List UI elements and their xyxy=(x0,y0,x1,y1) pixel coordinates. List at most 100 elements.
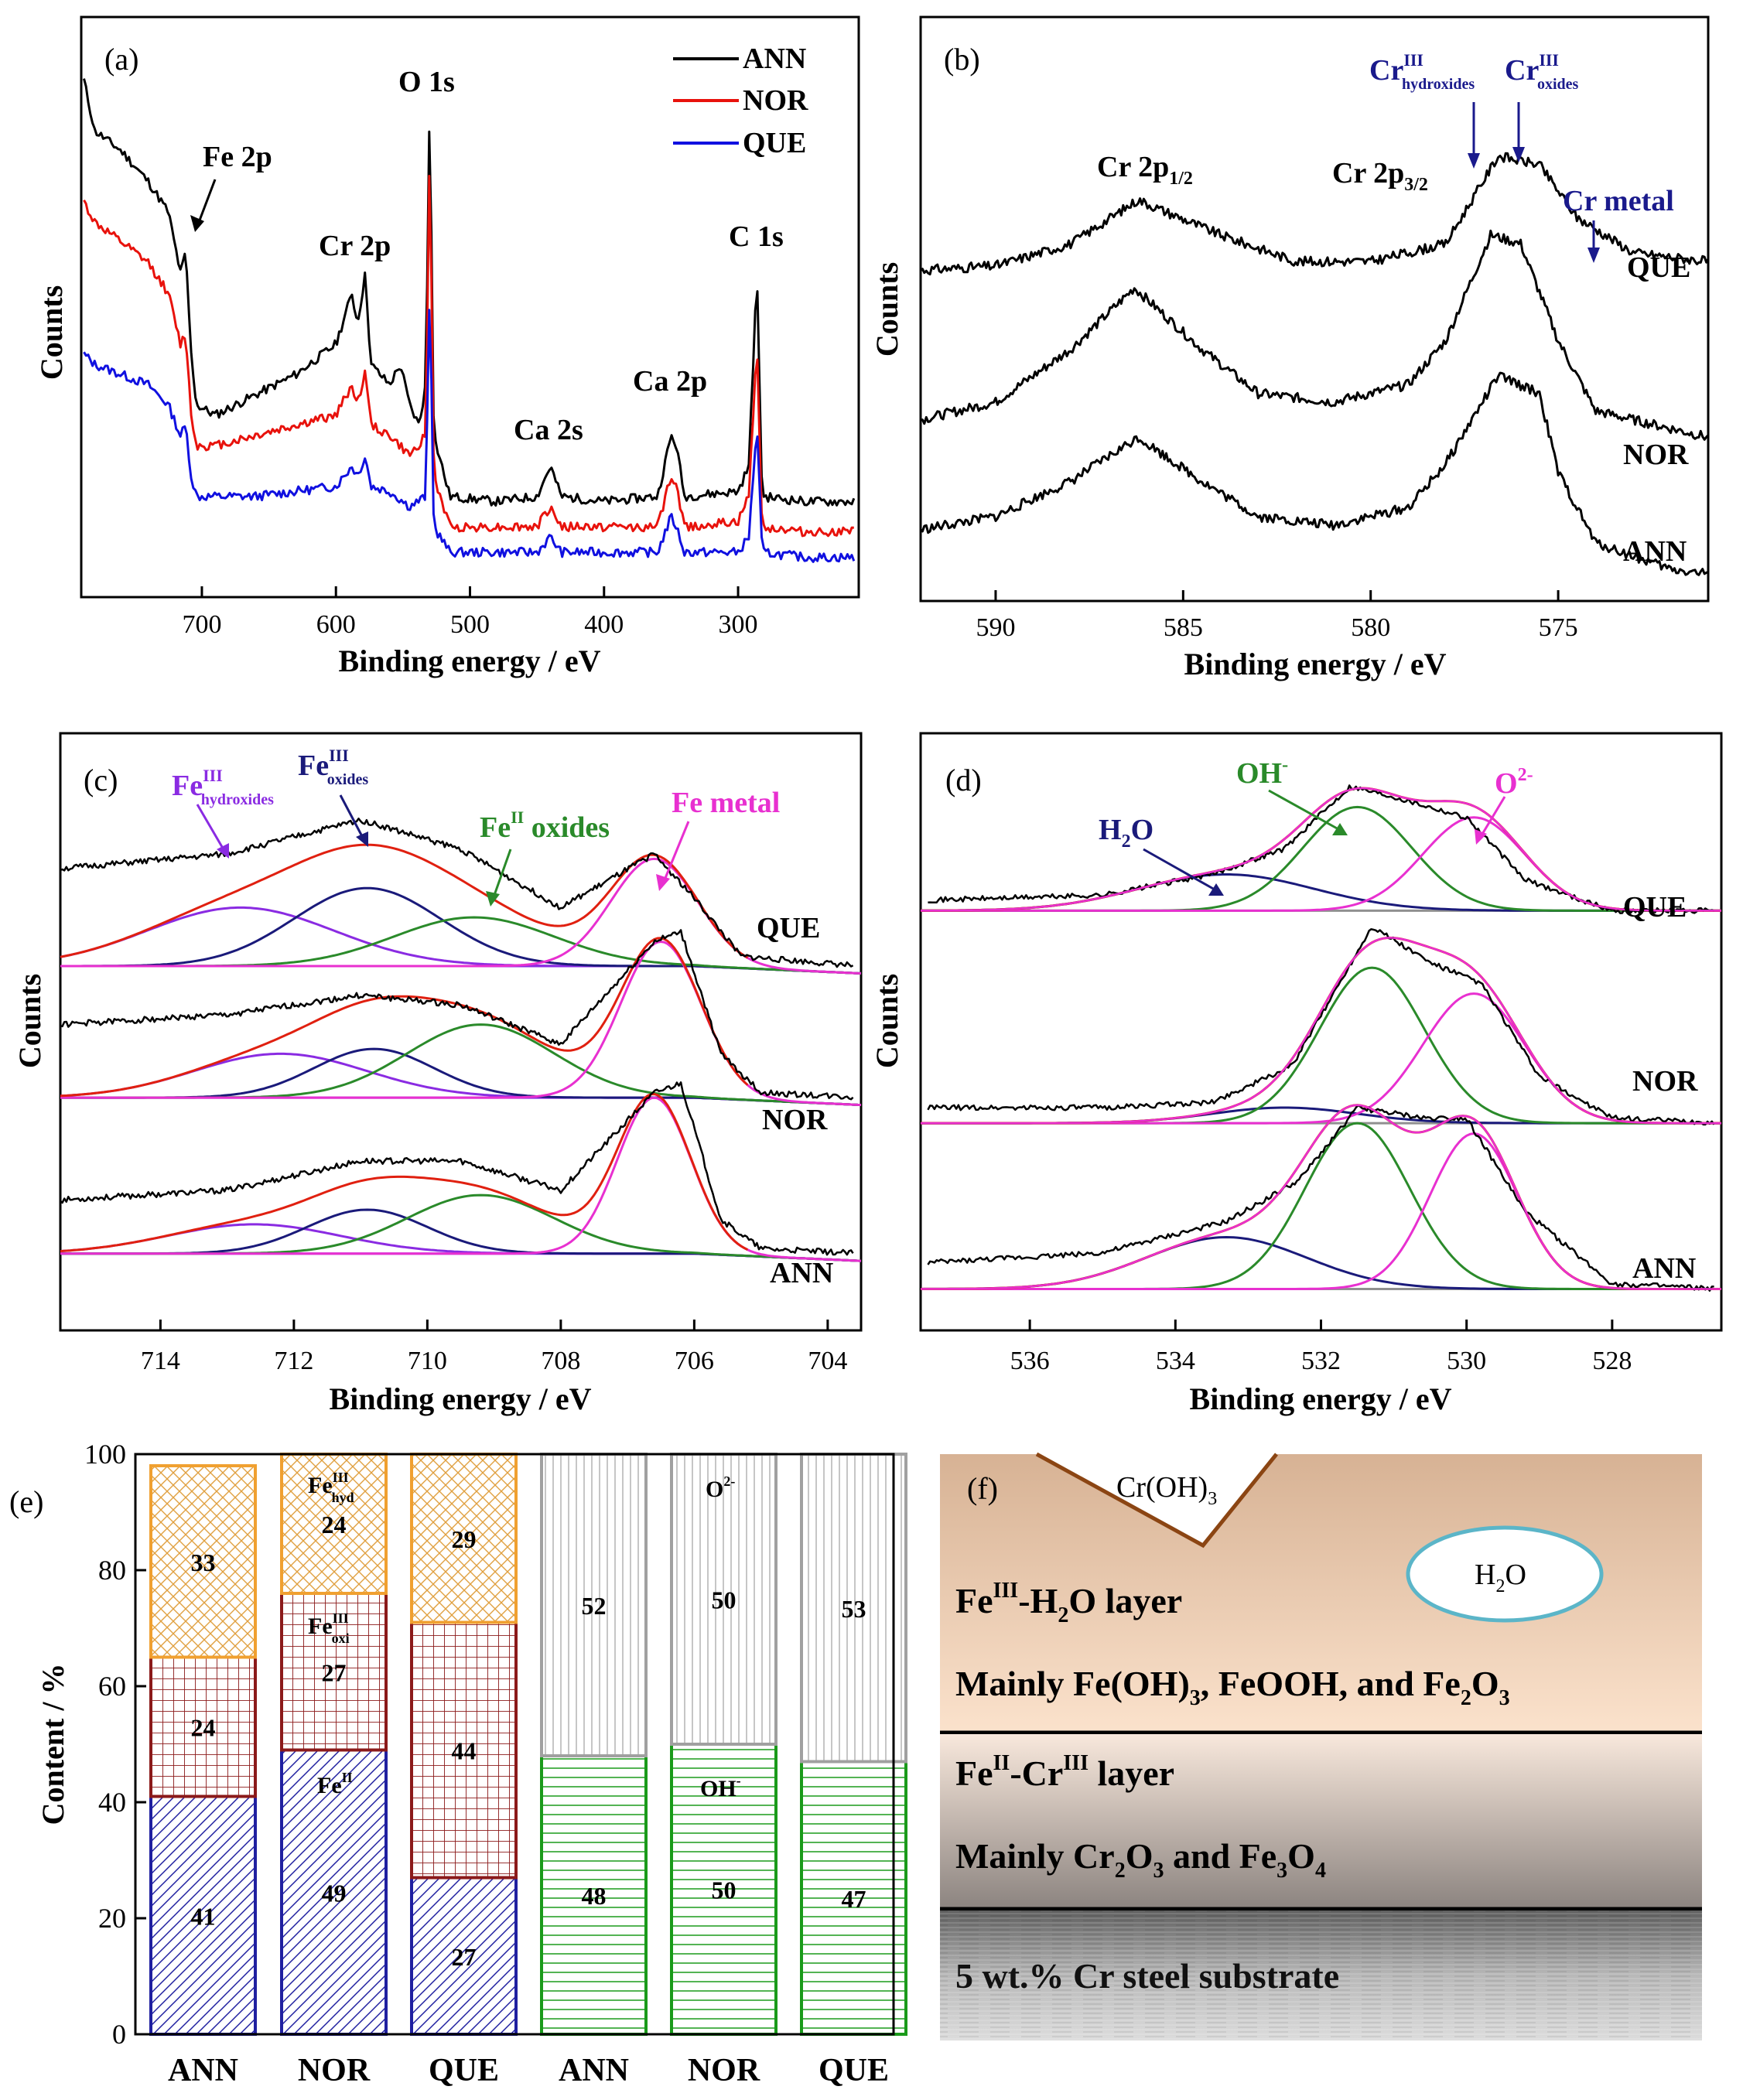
envelope-d-magenta-ann xyxy=(920,1104,1721,1290)
panel-a-frame xyxy=(80,15,860,599)
bar-segment xyxy=(149,1794,257,2036)
arrow-fe3-hyd xyxy=(196,804,226,852)
bar-label-fe3-hyd: FeIII hyd xyxy=(308,1470,354,1505)
cr-oh-notch xyxy=(1037,1454,1276,1545)
bar-segment xyxy=(149,1655,257,1798)
bar-value-label: 52 xyxy=(582,1592,607,1620)
h2o-label: H2O xyxy=(1475,1559,1526,1596)
panel-c-xlabel: Binding energy / eV xyxy=(330,1381,592,1416)
panel-d-x-tick-label: 528 xyxy=(1592,1347,1632,1375)
envelope-d-magenta-nor xyxy=(921,937,1721,1125)
cr-oh3-label: Cr(OH)3 xyxy=(1116,1471,1217,1509)
raw-c-nor xyxy=(60,929,854,1101)
peak-fe3-hydroxides: FeIII hydroxides xyxy=(172,766,274,808)
legend-ann: ANN xyxy=(743,43,806,75)
peak-fe-metal: Fe metal xyxy=(672,787,780,819)
bar-segment xyxy=(800,1760,907,2036)
bar-value-label: 33 xyxy=(191,1549,216,1576)
panel-a-x-tick-label: 600 xyxy=(316,610,356,639)
curve-label-que-d: QUE xyxy=(1623,891,1687,924)
bar-value-label: 48 xyxy=(582,1882,607,1910)
bar-category-label: ANN xyxy=(168,2053,238,2088)
legend-nor: NOR xyxy=(743,84,808,117)
bar-segment xyxy=(410,1620,518,1880)
curve-label-que-c: QUE xyxy=(757,912,820,944)
annotation-ca2p: Ca 2p xyxy=(633,365,707,398)
arrow-fe2 xyxy=(492,849,512,898)
panel-a: 700 600 500 400 300 (a) Binding energy / eV … xyxy=(34,15,860,678)
bar-segment xyxy=(410,1876,518,2036)
panel-e-label: (e) xyxy=(9,1484,43,1519)
peak-cr-oxides: CrIII oxides xyxy=(1505,50,1579,93)
panel-e-y-tick-label: 80 xyxy=(98,1555,126,1586)
panel-e-ylabel: Content / % xyxy=(36,1664,70,1825)
arrow-fe2-head xyxy=(486,891,500,907)
panel-d-ylabel: Counts xyxy=(870,974,904,1068)
annotation-fe2p: Fe 2p xyxy=(203,141,272,173)
envelope-d-magenta-que xyxy=(921,787,1721,912)
cr-oh-line xyxy=(1035,1452,1278,1549)
h2o-bubble xyxy=(1406,1525,1604,1623)
bar-segment xyxy=(280,1592,388,1752)
panel-a-ylabel: Counts xyxy=(34,285,69,380)
bar-value-label: 27 xyxy=(452,1943,477,1971)
panel-b-ylabel: Counts xyxy=(870,262,904,357)
arrow-h2o-head xyxy=(1208,883,1224,896)
panel-d-frame xyxy=(919,732,1723,1332)
annotation-ca2s: Ca 2s xyxy=(514,414,583,446)
peak-cr2p12: Cr 2p1/2 xyxy=(1097,151,1193,189)
panel-b: 590 585 580 575 (b) Binding energy / eV Cou… xyxy=(870,15,1710,681)
peak-fe3-oxides: FeIII oxides xyxy=(298,746,368,788)
bar-category-label: QUE xyxy=(429,2053,499,2088)
arrow-fe3-oxi-head xyxy=(356,831,368,847)
arrow-cr-metal-head xyxy=(1587,248,1600,263)
raw-c-ann xyxy=(60,1081,854,1256)
panel-c-label: (c) xyxy=(84,763,118,797)
curve-label-nor-b: NOR xyxy=(1623,439,1689,471)
panel-c-x-tick-label: 710 xyxy=(408,1347,447,1375)
peak-oh: OH- xyxy=(1236,755,1288,790)
bar-category-label: NOR xyxy=(298,2053,371,2088)
arrow-fe3-oxi xyxy=(339,794,365,840)
layer3-substrate: 5 wt.% Cr steel substrate xyxy=(955,1956,1339,1996)
peak-fe2-oxides: FeII oxides xyxy=(480,808,610,844)
panel-d-x-tick-label: 530 xyxy=(1447,1347,1486,1375)
panel-a-legend: ANN NOR QUE xyxy=(673,43,808,159)
panel-c-frame xyxy=(59,732,863,1332)
panel-e-y-tick-label: 100 xyxy=(84,1439,126,1470)
bar-value-label: 29 xyxy=(452,1525,477,1553)
arrow-fe2p-head xyxy=(190,215,204,232)
panel-b-x-tick-label: 585 xyxy=(1164,613,1203,642)
panel-e-y-tick-label: 0 xyxy=(112,2019,126,2050)
panel-a-x-tick-label: 400 xyxy=(584,610,624,639)
panel-f-label: (f) xyxy=(967,1471,998,1506)
bar-segment xyxy=(410,1453,518,1624)
arrow-fe3-hyd-head xyxy=(217,843,229,859)
arrow-cr-hydroxides-head xyxy=(1468,153,1480,169)
panel-d-x-tick-label: 536 xyxy=(1010,1347,1050,1375)
panel-c-ylabel: Counts xyxy=(12,974,47,1068)
bar-label-oh: OH- xyxy=(700,1773,741,1801)
spectrum-que xyxy=(83,309,856,563)
panel-d-x-tick-label: 532 xyxy=(1301,1347,1341,1375)
panel-d-xlabel: Binding energy / eV xyxy=(1190,1381,1452,1416)
bar-segment xyxy=(670,1743,778,2036)
arrow-fe2p xyxy=(197,179,217,225)
spectrum-ann xyxy=(83,78,856,507)
panel-b-xlabel: Binding energy / eV xyxy=(1184,647,1447,681)
bar-value-label: 47 xyxy=(842,1885,866,1913)
bar-segment xyxy=(540,1754,648,2036)
bar-label-fe2: FeII xyxy=(317,1770,353,1798)
layer1-composition: Mainly Fe(OH)3, FeOOH, and Fe2O3 xyxy=(955,1664,1510,1710)
raw-d-ann xyxy=(927,1104,1714,1292)
layer1-title: FeIII-H2O layer xyxy=(955,1579,1182,1627)
peak-cr-metal: Cr metal xyxy=(1563,185,1674,217)
panel-c-x-tick-label: 708 xyxy=(541,1347,580,1375)
panel-d: 536 534 532 530 528 (d) Binding energy / eV … xyxy=(870,732,1723,1416)
panel-b-frame xyxy=(919,15,1710,603)
bar-segment xyxy=(280,1453,388,1595)
panel-a-x-tick-label: 300 xyxy=(719,610,758,639)
peak-cr-hydroxides: CrIII hydroxides xyxy=(1369,50,1475,93)
arrow-oh-head xyxy=(1332,823,1348,835)
